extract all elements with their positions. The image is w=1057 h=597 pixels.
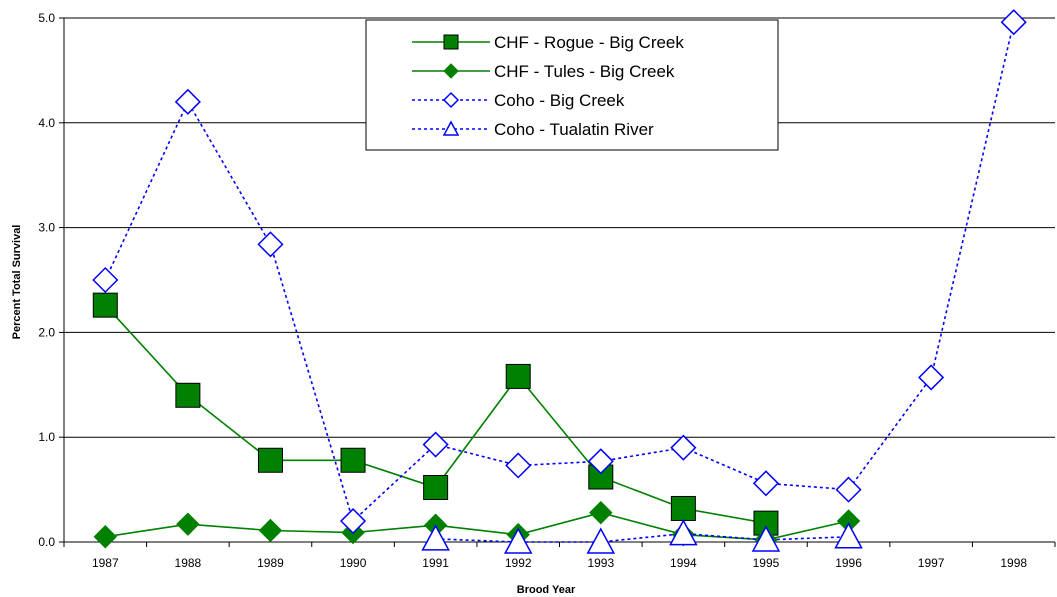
data-point (503, 527, 533, 554)
data-point (174, 88, 201, 115)
legend-marker (443, 34, 459, 50)
y-tick-label: 0.0 (38, 535, 55, 549)
y-tick-label: 1.0 (38, 430, 55, 444)
data-point (257, 447, 283, 473)
series-0 (92, 292, 779, 536)
series-line (104, 22, 1015, 523)
data-point (835, 476, 862, 503)
axes (59, 17, 1056, 547)
y-tick-label: 3.0 (38, 221, 55, 235)
legend-marker (442, 120, 460, 136)
data-point (92, 266, 119, 294)
data-point (258, 518, 283, 543)
y-tick-label: 2.0 (38, 325, 55, 339)
x-tick-label: 1990 (340, 556, 367, 570)
legend: CHF - Rogue - Big Creek CHF - Tules - Big… (365, 19, 779, 151)
data-point (670, 434, 697, 461)
data-point (587, 448, 614, 475)
data-point (339, 507, 367, 535)
y-tick-label: 5.0 (38, 11, 55, 25)
data-point (752, 470, 780, 497)
data-point (505, 452, 532, 479)
data-point (93, 525, 117, 549)
data-point (834, 522, 863, 549)
data-point (422, 431, 449, 458)
legend-label: CHF - Tules - Big Creek (494, 62, 675, 81)
x-tick-label: 1993 (587, 556, 614, 570)
data-point (669, 519, 698, 546)
data-point (1000, 9, 1027, 36)
x-tick-label: 1995 (753, 556, 780, 570)
data-point (421, 524, 450, 551)
series-3 (421, 519, 863, 554)
data-point (340, 447, 366, 473)
data-point (505, 363, 531, 389)
legend-marker (443, 63, 459, 79)
data-point (423, 475, 449, 501)
x-tick-label: 1987 (92, 556, 119, 570)
legend-label: Coho - Big Creek (494, 91, 625, 110)
data-point (586, 527, 616, 554)
tick-labels: 0.0 1.0 2.0 3.0 4.0 5.0 1987 1988 1989 1990 1991 19… (38, 11, 1027, 570)
data-point (751, 525, 781, 552)
x-axis-title: Brood Year (517, 584, 576, 596)
y-tick-label: 4.0 (38, 116, 55, 130)
x-tick-label: 1991 (422, 556, 449, 570)
data-point (176, 512, 200, 536)
data-point (589, 500, 613, 525)
data-point (92, 292, 118, 318)
legend-marker (442, 91, 460, 109)
y-axis-title: Percent Total Survival (11, 225, 23, 340)
series-layer (92, 9, 1027, 554)
gridlines (64, 17, 1055, 438)
data-point (175, 382, 201, 408)
data-point (257, 231, 284, 258)
series-line (105, 511, 849, 541)
x-tick-label: 1988 (175, 556, 202, 570)
x-tick-label: 1998 (1000, 556, 1027, 570)
x-tick-label: 1992 (505, 556, 532, 570)
legend-label: CHF - Rogue - Big Creek (494, 33, 684, 52)
data-point (670, 495, 696, 521)
series-line (435, 532, 849, 543)
x-tick-label: 1996 (835, 556, 862, 570)
legend-label: Coho - Tualatin River (494, 120, 654, 139)
series-2 (92, 9, 1027, 535)
x-tick-label: 1997 (918, 556, 945, 570)
x-tick-label: 1994 (670, 556, 697, 570)
x-tick-label: 1989 (257, 556, 284, 570)
data-point (918, 364, 945, 391)
